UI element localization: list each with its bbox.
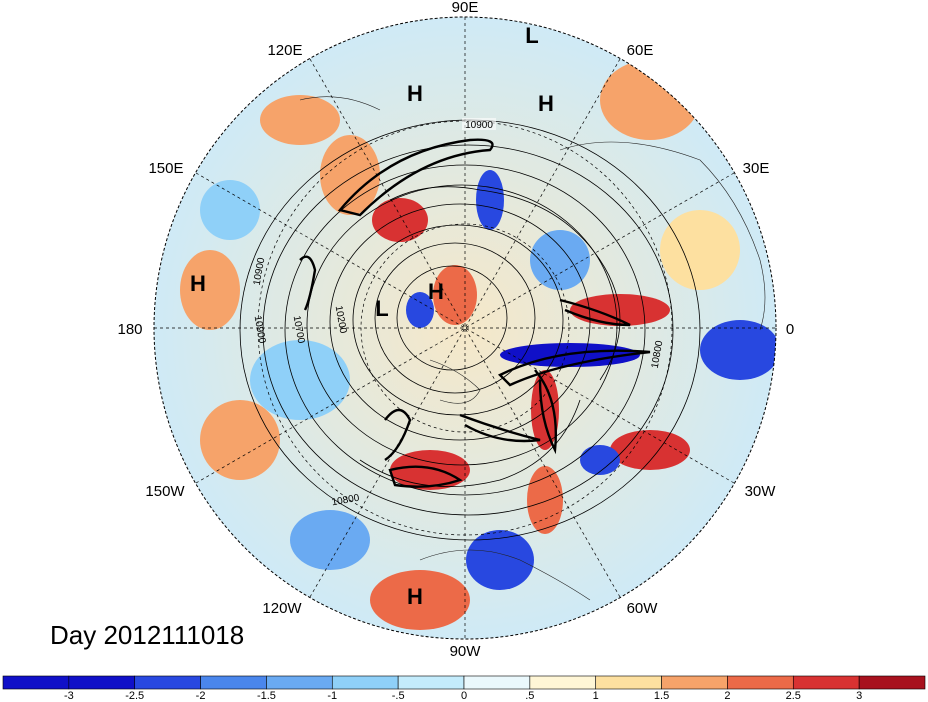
lon-label-60w: 60W xyxy=(627,600,659,617)
colorbar-swatch xyxy=(858,675,926,690)
high-marker: H xyxy=(428,279,444,304)
colorbar-swatch xyxy=(266,675,333,690)
lon-label-60e: 60E xyxy=(627,42,654,59)
anomaly-field xyxy=(154,17,776,639)
high-marker: H xyxy=(538,91,554,116)
pressure-systems: L H H H H L H xyxy=(190,23,554,609)
jet-streaks xyxy=(299,138,651,488)
colorbar-swatch xyxy=(68,675,136,690)
lon-label-150e: 150E xyxy=(148,160,183,177)
contour-labels: 10900 10900 10900 10700 10200 10800 1080… xyxy=(252,118,666,509)
contour-label: 10800 xyxy=(650,339,666,369)
low-marker: L xyxy=(525,23,538,48)
colorbar-swatch xyxy=(134,675,201,690)
lon-label-150w: 150W xyxy=(145,483,185,500)
colorbar-swatch xyxy=(463,675,531,690)
high-marker: H xyxy=(190,271,206,296)
colorbar-ticks: -3 -2.5 -2 -1.5 -1 -.5 0 .5 1 1.5 2 2.5 3 xyxy=(64,690,862,702)
colorbar-swatch xyxy=(2,675,70,690)
colorbar-tick-label: -2 xyxy=(196,690,206,702)
colorbar-tick-label: 3 xyxy=(856,690,862,702)
lon-label-120e: 120E xyxy=(267,42,302,59)
coastlines xyxy=(299,96,766,601)
colorbar-swatch xyxy=(792,675,860,690)
date-label: Day 2012111018 xyxy=(50,620,245,650)
contour-label: 10900 xyxy=(252,256,268,286)
colorbar-swatches xyxy=(2,675,926,690)
colorbar-swatch xyxy=(331,675,399,690)
colorbar-tick-label: -1.5 xyxy=(257,690,276,702)
contour-label: 10200 xyxy=(333,305,349,335)
colorbar: -3 -2.5 -2 -1.5 -1 -.5 0 .5 1 1.5 2 2.5 3 xyxy=(2,675,926,702)
lon-label-120w: 120W xyxy=(262,600,302,617)
lon-label-30w: 30W xyxy=(745,483,777,500)
colorbar-tick-label: 2.5 xyxy=(786,690,801,702)
longitude-labels: 90E 60E 30E 0 30W 60W 90W 120W 150W 180 … xyxy=(117,0,794,660)
colorbar-tick-label: -2.5 xyxy=(125,690,144,702)
colorbar-swatch xyxy=(595,675,662,690)
contour-label: 10900 xyxy=(465,120,493,131)
colorbar-tick-label: 1 xyxy=(593,690,599,702)
lon-label-0: 0 xyxy=(786,321,794,338)
colorbar-tick-label: -3 xyxy=(64,690,74,702)
high-marker: H xyxy=(407,81,423,106)
colorbar-tick-label: -.5 xyxy=(392,690,405,702)
lon-label-30e: 30E xyxy=(743,160,770,177)
lon-label-90w: 90W xyxy=(450,643,482,660)
colorbar-tick-label: 0 xyxy=(461,690,467,702)
high-marker: H xyxy=(407,584,423,609)
height-contours xyxy=(239,119,701,541)
colorbar-swatch xyxy=(529,675,597,690)
colorbar-swatch xyxy=(727,675,794,690)
colorbar-tick-label: .5 xyxy=(525,690,534,702)
contour-label: 10700 xyxy=(291,315,307,345)
low-marker: L xyxy=(375,296,388,321)
lon-label-90e: 90E xyxy=(452,0,479,16)
colorbar-swatch xyxy=(200,675,267,690)
colorbar-swatch xyxy=(661,675,728,690)
contour-label: 10800 xyxy=(331,493,361,509)
contour-label: 10900 xyxy=(252,315,268,345)
colorbar-swatch xyxy=(397,675,465,690)
colorbar-tick-label: -1 xyxy=(327,690,337,702)
colorbar-tick-label: 2 xyxy=(724,690,730,702)
colorbar-tick-label: 1.5 xyxy=(654,690,669,702)
lon-label-180: 180 xyxy=(117,321,142,338)
